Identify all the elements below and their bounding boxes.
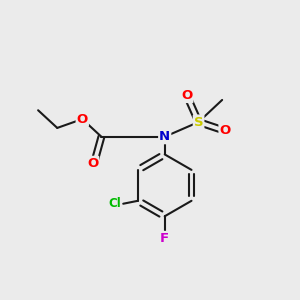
Text: Cl: Cl <box>108 197 121 210</box>
Text: N: N <box>159 130 170 143</box>
Text: S: S <box>194 116 203 128</box>
Text: O: O <box>87 157 98 170</box>
Text: O: O <box>181 89 192 102</box>
Text: F: F <box>160 232 169 245</box>
Text: O: O <box>77 112 88 126</box>
Text: O: O <box>220 124 231 137</box>
